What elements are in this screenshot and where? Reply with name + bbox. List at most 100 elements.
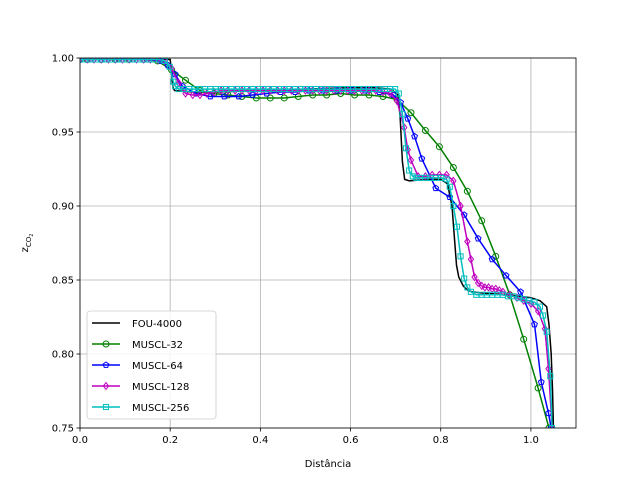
data-point-square [161, 58, 168, 65]
x-tick-label: 1.0 [523, 435, 539, 446]
legend-label: MUSCL-128 [132, 382, 189, 393]
data-point-pentagon [488, 255, 496, 263]
svg-text:zCO2: zCO2 [20, 234, 35, 253]
data-point-diamond [496, 286, 503, 295]
y-axis-ticks: 0.75 0.80 0.85 0.90 0.95 1.00 [52, 54, 80, 435]
data-point-circle [478, 217, 486, 225]
data-point-diamond [548, 423, 556, 428]
data-point-diamond [467, 254, 475, 264]
x-axis-label: Distância [305, 458, 351, 470]
data-point-square [413, 174, 420, 181]
data-point-circle [102, 340, 110, 348]
data-point-square [457, 253, 464, 260]
legend-item: MUSCL-32 [92, 340, 183, 351]
data-point-square [392, 86, 399, 93]
data-point-pentagon [220, 92, 228, 100]
data-point-circle [182, 76, 190, 84]
data-point-square [166, 63, 173, 70]
y-tick-label: 0.85 [52, 276, 74, 287]
plot-frame [79, 57, 577, 429]
data-point-diamond [196, 90, 204, 100]
y-tick-label: 0.90 [52, 202, 74, 213]
data-point-diamond [210, 87, 218, 97]
data-point-square [406, 167, 413, 174]
x-tick-label: 0.6 [343, 435, 359, 446]
data-point-circle [266, 94, 274, 102]
data-point-diamond [102, 381, 110, 391]
data-point-diamond [527, 299, 535, 308]
data-point-square [446, 183, 453, 190]
data-point-square [399, 111, 406, 118]
x-tick-label: 0.0 [72, 435, 88, 446]
data-point-square [531, 299, 538, 306]
data-point-pentagon [474, 234, 482, 242]
data-point-pentagon [531, 320, 538, 328]
data-point-square [536, 303, 543, 310]
y-tick-label: 1.00 [52, 54, 74, 65]
y-tick-label: 0.80 [52, 350, 74, 361]
data-point-square [102, 403, 110, 411]
legend-item: MUSCL-128 [92, 381, 189, 393]
x-tick-label: 0.8 [433, 435, 449, 446]
data-point-circle [407, 109, 415, 117]
data-point-circle [280, 94, 288, 102]
data-point-circle [435, 143, 443, 151]
data-point-diamond [464, 237, 471, 246]
legend-item: MUSCL-64 [92, 361, 183, 372]
data-point-diamond [443, 170, 450, 180]
y-tick-label: 0.75 [52, 424, 74, 435]
data-point-diamond [189, 90, 196, 100]
data-point-pentagon [502, 271, 510, 279]
data-point-circle [520, 335, 528, 343]
data-point-square [402, 145, 410, 152]
data-point-diamond [379, 87, 387, 97]
data-point-circle [545, 424, 553, 428]
data-point-circle [534, 384, 542, 392]
data-point-diamond [407, 155, 415, 165]
data-point-square [170, 78, 177, 85]
x-tick-label: 0.2 [162, 435, 178, 446]
legend-label: MUSCL-64 [132, 361, 183, 372]
data-point-diamond [541, 324, 549, 334]
legend-item: FOU-4000 [92, 319, 182, 330]
data-point-pentagon [432, 184, 440, 192]
data-point-square [464, 284, 471, 291]
data-point-diamond [203, 89, 210, 98]
y-axis-label-main: z [20, 247, 31, 252]
data-point-square [547, 373, 554, 380]
data-point-diamond [534, 306, 542, 316]
y-axis-label-sub: CO [25, 236, 33, 247]
data-point-pentagon [235, 92, 243, 100]
data-point-square [409, 173, 416, 180]
data-point-square [461, 275, 468, 282]
legend: FOU-4000 MUSCL-32 MUSCL-64 MUSCL-128 MUSCL-2… [86, 310, 217, 420]
data-point-circle [449, 164, 457, 172]
data-point-diamond [450, 176, 457, 186]
y-tick-label: 0.95 [52, 128, 74, 139]
legend-label: FOU-4000 [132, 319, 182, 330]
data-point-pentagon [192, 89, 200, 97]
data-point-circle [421, 127, 429, 135]
data-point-diamond [182, 89, 189, 98]
data-point-pentagon [537, 378, 545, 386]
data-point-diamond [471, 272, 478, 282]
legend-label: MUSCL-256 [132, 403, 189, 414]
x-axis-ticks: 0.0 0.2 0.4 0.6 0.8 1.0 [72, 428, 539, 446]
y-axis-label: zCO2 [20, 234, 35, 253]
data-point-diamond [485, 283, 492, 292]
data-point-pentagon [249, 91, 257, 98]
data-point-square [443, 176, 450, 183]
data-point-square [540, 312, 547, 319]
data-point-square [453, 223, 461, 230]
data-point-pentagon [517, 288, 524, 295]
data-point-diamond [387, 89, 394, 98]
legend-box [86, 310, 217, 420]
data-point-pentagon [418, 155, 426, 162]
x-tick-label: 0.4 [252, 435, 268, 446]
data-point-square [543, 328, 550, 335]
legend-item: MUSCL-256 [92, 403, 189, 414]
data-point-pentagon [404, 115, 412, 122]
data-point-square [450, 202, 457, 210]
legend-label: MUSCL-32 [132, 340, 183, 351]
